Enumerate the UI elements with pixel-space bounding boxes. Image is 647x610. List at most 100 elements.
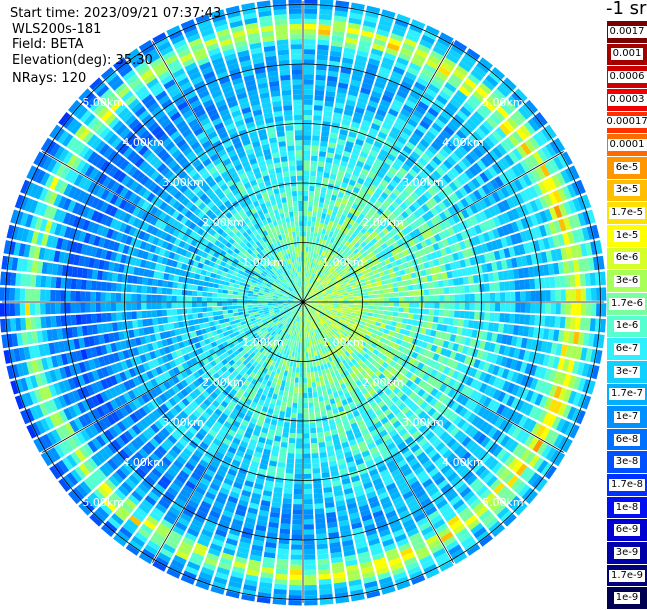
- ray-gate-cell: [318, 161, 325, 167]
- ray-gate-cell: [314, 100, 323, 106]
- ray-gate-cell: [306, 252, 309, 257]
- ray-gate-cell: [297, 337, 299, 342]
- ray-gate-cell: [319, 19, 332, 25]
- ray-gate-cell: [321, 462, 329, 468]
- ray-gate-cell: [321, 131, 329, 137]
- ray-gate-cell: [354, 299, 359, 301]
- ray-gate-cell: [304, 514, 314, 519]
- ray-gate-cell: [376, 318, 382, 323]
- ray-gate-cell: [565, 275, 571, 287]
- ray-gate-cell: [295, 469, 303, 474]
- ray-gate-cell: [275, 477, 283, 483]
- ray-gate-cell: [318, 29, 330, 35]
- ray-gate-cell: [474, 284, 480, 292]
- ray-gate-cell: [304, 14, 317, 19]
- ray-gate-cell: [499, 282, 505, 291]
- ray-gate-cell: [304, 428, 310, 433]
- ray-gate-cell: [321, 385, 326, 391]
- ray-gate-cell: [316, 217, 321, 223]
- ray-gate-cell: [304, 433, 310, 438]
- ray-gate-cell: [304, 464, 311, 469]
- ray-gate-cell: [545, 316, 551, 327]
- ray-gate-cell: [309, 408, 314, 413]
- ray-gate-cell: [299, 373, 302, 378]
- ray-gate-cell: [277, 559, 289, 565]
- ray-gate-cell: [580, 318, 586, 331]
- ray-gate-cell: [290, 575, 302, 580]
- ray-gate-cell: [443, 280, 449, 287]
- ray-gate-cell: [398, 312, 404, 317]
- ray-gate-cell: [292, 408, 297, 413]
- ray-gate-cell: [304, 499, 313, 504]
- ray-gate-cell: [399, 302, 404, 306]
- ray-gate-cell: [353, 294, 358, 297]
- ray-gate-cell: [308, 201, 313, 206]
- ray-gate-cell: [320, 406, 326, 412]
- ray-gate-cell: [303, 226, 306, 231]
- ray-gate-cell: [289, 585, 302, 590]
- ray-gate-cell: [303, 413, 308, 418]
- ray-gate-cell: [414, 302, 419, 307]
- ray-gate-cell: [304, 19, 316, 24]
- ray-gate-cell: [311, 151, 318, 157]
- ray-gate-cell: [314, 232, 318, 238]
- ray-gate-cell: [311, 443, 318, 449]
- ray-gate-cell: [460, 294, 465, 301]
- ray-gate-cell: [318, 391, 323, 397]
- ray-gate-cell: [409, 308, 414, 313]
- ray-gate-cell: [374, 298, 379, 301]
- ray-gate-cell: [278, 374, 283, 380]
- ray-gate-cell: [295, 459, 302, 464]
- ray-gate-cell: [305, 262, 307, 267]
- ray-gate-cell: [311, 161, 317, 167]
- ray-gate-cell: [304, 145, 311, 150]
- ray-gate-cell: [295, 347, 298, 352]
- ray-gate-cell: [389, 302, 394, 306]
- ray-gate-cell: [303, 393, 307, 398]
- ray-gate-cell: [304, 565, 316, 570]
- ray-gate-cell: [311, 448, 318, 454]
- ray-gate-cell: [393, 312, 399, 317]
- ray-gate-cell: [311, 227, 315, 232]
- ray-gate-cell: [505, 292, 510, 301]
- ray-gate-cell: [409, 291, 414, 296]
- ray-gate-cell: [297, 352, 300, 357]
- ray-gate-cell: [317, 171, 323, 177]
- ray-gate-cell: [280, 385, 285, 391]
- ray-gate-cell: [444, 287, 450, 294]
- ray-gate-cell: [288, 371, 292, 377]
- ray-gate-cell: [402, 280, 408, 285]
- ray-gate-cell: [504, 313, 510, 322]
- ray-gate-cell: [304, 575, 316, 580]
- ray-gate-cell: [524, 279, 530, 289]
- ray-gate-cell: [380, 276, 386, 281]
- ray-gate-cell: [314, 503, 323, 509]
- ray-gate-cell: [474, 312, 480, 320]
- ray-gate-cell: [525, 291, 530, 301]
- ray-gate-cell: [293, 509, 302, 514]
- ray-gate-cell: [338, 298, 343, 300]
- ray-gate-cell: [399, 297, 404, 301]
- ray-gate-cell: [284, 370, 288, 376]
- ray-gate-cell: [499, 313, 505, 322]
- ray-gate-cell: [291, 413, 296, 418]
- ray-gate-cell: [304, 130, 312, 135]
- ray-gate-cell: [319, 9, 332, 15]
- ray-gate-cell: [280, 523, 290, 529]
- ray-gate-cell: [316, 523, 326, 529]
- ray-gate-cell: [473, 275, 479, 283]
- ray-gate-cell: [303, 378, 307, 383]
- ray-gate-cell: [295, 372, 299, 377]
- ray-gate-cell: [402, 318, 408, 323]
- ray-gate-cell: [311, 156, 318, 162]
- ray-gate-cell: [316, 65, 327, 71]
- ray-gate-cell: [310, 433, 316, 439]
- ray-gate-cell: [397, 317, 403, 322]
- ray-gate-cell: [317, 432, 324, 438]
- ray-gate-cell: [314, 95, 323, 101]
- ray-gate-cell: [317, 233, 321, 239]
- ray-gate-cell: [312, 453, 319, 459]
- ray-gate-cell: [570, 317, 576, 329]
- ray-gate-cell: [281, 442, 288, 448]
